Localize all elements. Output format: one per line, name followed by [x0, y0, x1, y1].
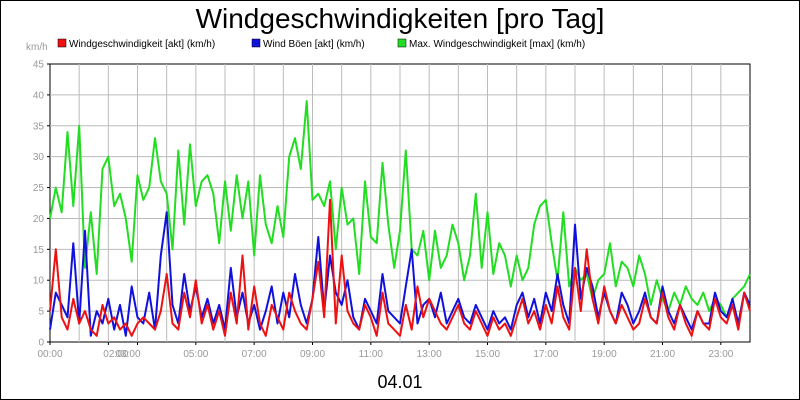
y-tick-label: 5	[38, 307, 44, 318]
legend-swatch	[57, 38, 67, 48]
legend-label: Windgeschwindigkeit [akt] (km/h)	[69, 39, 215, 50]
y-tick-label: 25	[33, 183, 45, 194]
x-tick-label: 00:00	[37, 349, 62, 360]
chart-title: Windgeschwindigkeiten [pro Tag]	[196, 3, 605, 34]
y-tick-label: 15	[33, 245, 45, 256]
x-tick-label: 17:00	[533, 349, 558, 360]
x-tick-label: 21:00	[650, 349, 675, 360]
legend-swatch	[251, 38, 261, 48]
series-line-0	[49, 198, 751, 337]
legend: Windgeschwindigkeit [akt] (km/h) Wind Böe…	[57, 38, 585, 50]
x-tick-label: 23:00	[708, 349, 733, 360]
x-tick-label: 02:00	[103, 349, 128, 360]
x-tick-label: 09:00	[300, 349, 325, 360]
legend-swatch	[397, 38, 407, 48]
y-axis-ticks: 0 5 10 15 20 25 30 35 40 45	[33, 60, 50, 349]
x-tick-label: 07:00	[242, 349, 267, 360]
x-tick-label: 15:00	[475, 349, 500, 360]
legend-label: Max. Windgeschwindigkeit [max] (km/h)	[409, 39, 585, 50]
y-tick-label: 10	[33, 276, 45, 287]
y-tick-label: 20	[33, 214, 45, 225]
x-tick-label: 05:00	[183, 349, 208, 360]
y-tick-label: 30	[33, 152, 45, 163]
x-tick-label: 03:00	[116, 349, 141, 360]
x-tick-label: 13:00	[417, 349, 442, 360]
series-line-2	[49, 100, 751, 319]
x-tick-label: 19:00	[592, 349, 617, 360]
legend-label: Wind Böen [akt] (km/h)	[263, 39, 365, 50]
y-axis-unit: km/h	[26, 42, 48, 53]
y-tick-label: 0	[38, 338, 44, 349]
series-lines	[49, 100, 751, 337]
series-line-1	[49, 211, 751, 337]
x-tick-label: 11:00	[359, 349, 384, 360]
y-tick-label: 35	[33, 121, 45, 132]
y-tick-label: 40	[33, 90, 45, 101]
x-axis-date-label: 04.01	[377, 372, 422, 392]
y-tick-label: 45	[33, 60, 45, 71]
